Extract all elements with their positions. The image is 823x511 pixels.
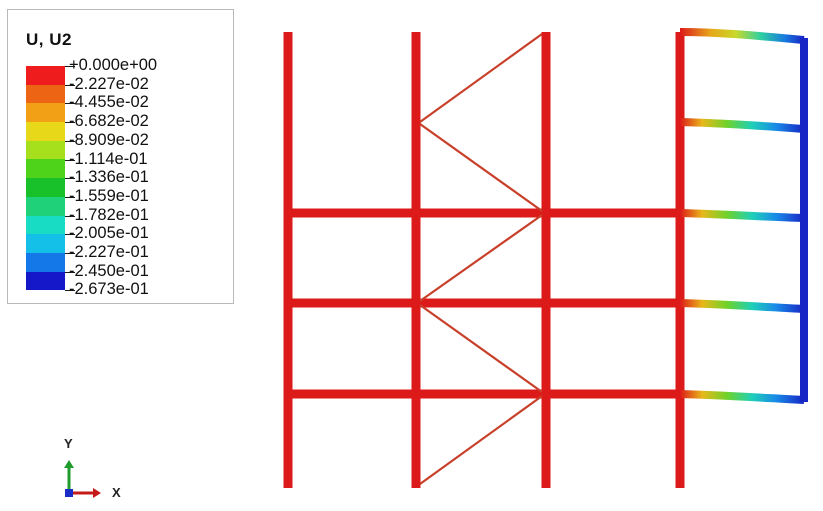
- contour-legend: U, U2 +0.000e+00 -2.227e-02 -4.455e-02 -6.6…: [7, 9, 234, 304]
- legend-swatch: [26, 122, 65, 141]
- legend-value-label: -2.005e-01: [69, 224, 149, 243]
- brace-story-4: [419, 123, 543, 212]
- legend-tick: [65, 196, 75, 198]
- legend-value-label: -2.673e-01: [69, 280, 149, 299]
- beam-floor-3-right: [679, 209, 805, 222]
- legend-value-label: -2.227e-02: [69, 74, 149, 93]
- legend-swatch: [26, 215, 65, 235]
- legend-tick: [65, 84, 75, 86]
- triad-arrows: [64, 460, 101, 498]
- legend-color-scale: [26, 66, 65, 291]
- legend-value-label: -8.909e-02: [69, 130, 149, 149]
- legend-tick: [65, 159, 75, 161]
- brace-story-3: [419, 214, 543, 302]
- frame-columns: [283, 32, 685, 488]
- x-axis-arrowhead: [93, 488, 101, 498]
- legend-value-label: -1.782e-01: [69, 205, 149, 224]
- legend-swatch: [26, 234, 65, 253]
- deformed-right-bay-beams: [679, 28, 805, 404]
- legend-swatch: [26, 103, 65, 123]
- legend-value-label: -1.559e-01: [69, 186, 149, 205]
- z-axis-marker: [65, 489, 73, 497]
- legend-swatch: [26, 252, 65, 272]
- legend-tick: [65, 234, 75, 236]
- legend-tick: [65, 103, 75, 105]
- y-axis-arrowhead: [64, 460, 74, 468]
- legend-value-label: -2.227e-01: [69, 243, 149, 261]
- frame-svg: [283, 28, 808, 488]
- legend-swatch: [26, 271, 65, 291]
- beam-roof-right: [679, 28, 805, 44]
- legend-value-label: -6.682e-02: [69, 112, 149, 131]
- legend-tick: [65, 290, 75, 292]
- frame-beams: [284, 28, 684, 399]
- legend-tick: [65, 122, 75, 124]
- deformed-frame-plot: [270, 20, 815, 500]
- brace-story-5: [419, 33, 543, 123]
- legend-tick: [65, 140, 75, 142]
- legend-value-label: -4.455e-02: [69, 93, 149, 112]
- legend-value-label: -1.114e-01: [69, 149, 148, 168]
- legend-tick: [65, 271, 75, 273]
- legend-tick: [65, 66, 75, 67]
- brace-story-1: [419, 395, 543, 485]
- legend-tick: [65, 253, 75, 254]
- legend-swatch: [26, 159, 65, 179]
- beam-floor-2-right: [679, 299, 805, 313]
- legend-title: U, U2: [26, 30, 72, 49]
- legend-value-label: -1.336e-01: [69, 168, 149, 187]
- legend-tick: [65, 215, 75, 217]
- beam-floor-4-right: [679, 118, 805, 133]
- frame-braces: [419, 33, 543, 485]
- x-axis-label: X: [112, 485, 121, 500]
- brace-story-2: [419, 304, 543, 393]
- legend-value-label: -2.450e-01: [69, 261, 149, 280]
- coordinate-triad: Y X: [56, 436, 136, 502]
- legend-swatch: [26, 196, 65, 216]
- legend-swatch: [26, 140, 65, 160]
- beam-floor-1-right: [679, 390, 805, 404]
- legend-swatch: [26, 178, 65, 197]
- legend-value-label: +0.000e+00: [69, 56, 158, 74]
- legend-swatch: [26, 66, 65, 85]
- legend-tick: [65, 178, 75, 180]
- y-axis-label: Y: [64, 436, 73, 451]
- legend-swatch: [26, 84, 65, 104]
